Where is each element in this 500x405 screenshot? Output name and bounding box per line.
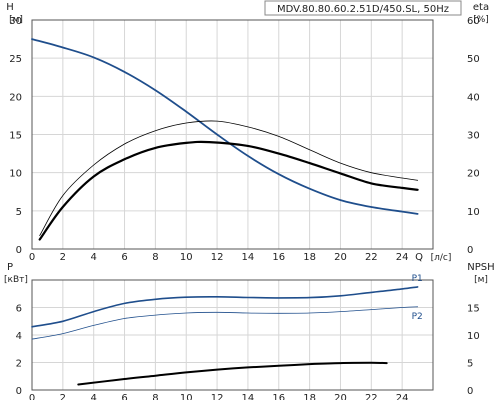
x-tick-label: 0 [29, 252, 35, 263]
y-right-axis-label: eta [473, 2, 489, 13]
chart-title: MDV.80.80.60.2.51D/450.SL, 50Hz [277, 4, 449, 15]
y-left-tick-label: 4 [16, 331, 22, 342]
x-tick-label: 12 [211, 252, 224, 263]
y-right-tick-label: 30 [467, 131, 480, 142]
x-tick-label: 22 [365, 393, 378, 400]
plot-frame [31, 279, 434, 391]
y-right-axis-unit: [%] [473, 15, 489, 25]
y-right-tick-label: 10 [467, 331, 480, 342]
series-line [38, 140, 419, 241]
x-tick-label: 10 [180, 252, 193, 263]
series-label: P2 [412, 312, 423, 322]
y-right-tick-label: 15 [467, 304, 480, 315]
y-left-axis-unit: [м] [9, 15, 23, 25]
y-left-tick-label: 30 [9, 16, 22, 27]
x-tick-label: 22 [365, 252, 378, 263]
x-tick-label: 8 [152, 252, 158, 263]
y-left-tick-label: 6 [16, 304, 22, 315]
x-tick-label: 4 [91, 252, 97, 263]
series-line [77, 361, 388, 386]
series-line [39, 120, 418, 236]
y-right-tick-label: 0 [467, 386, 473, 397]
x-tick-label: 2 [60, 252, 66, 263]
y-left-axis-label: H [6, 2, 14, 13]
y-right-tick-label: 20 [467, 169, 480, 180]
y-left-tick-label: 25 [9, 54, 22, 65]
x-tick-label: 8 [152, 393, 158, 400]
x-tick-label: 16 [272, 252, 285, 263]
x-tick-label: 6 [121, 393, 127, 400]
y-left-axis-label: P [7, 262, 13, 273]
y-right-axis-label: NPSH [467, 262, 494, 273]
x-axis-label: Q [415, 252, 423, 263]
series-label: P1 [412, 274, 423, 284]
y-left-tick-label: 15 [9, 131, 22, 142]
y-right-tick-label: 0 [467, 245, 473, 256]
y-right-tick-label: 50 [467, 54, 480, 65]
plot-frame [31, 19, 434, 250]
y-right-axis-unit: [м] [474, 275, 488, 285]
x-tick-label: 12 [211, 393, 224, 400]
y-left-axis-unit: [кВт] [4, 275, 28, 285]
y-right-tick-label: 40 [467, 92, 480, 103]
x-tick-label: 0 [29, 393, 35, 400]
x-tick-label: 18 [303, 252, 316, 263]
y-left-tick-label: 10 [9, 169, 22, 180]
x-tick-label: 24 [396, 393, 409, 400]
x-tick-label: 18 [303, 393, 316, 400]
x-tick-label: 20 [334, 252, 347, 263]
x-tick-label: 4 [91, 393, 97, 400]
x-tick-label: 10 [180, 393, 193, 400]
x-tick-label: 14 [242, 393, 255, 400]
x-tick-label: 24 [396, 252, 409, 263]
y-left-tick-label: 2 [16, 359, 22, 370]
y-left-tick-label: 0 [16, 386, 22, 397]
x-tick-label: 14 [242, 252, 255, 263]
x-tick-label: 2 [60, 393, 66, 400]
y-left-tick-label: 20 [9, 92, 22, 103]
series-line [31, 286, 419, 328]
chart-title-box [264, 0, 462, 16]
x-tick-label: 20 [334, 393, 347, 400]
x-axis-unit: [л/с] [431, 253, 452, 263]
y-right-tick-label: 5 [467, 359, 473, 370]
y-left-tick-label: 5 [16, 207, 22, 218]
y-right-tick-label: 60 [467, 16, 480, 27]
x-tick-label: 16 [272, 393, 285, 400]
y-right-tick-label: 10 [467, 207, 480, 218]
series-line [31, 38, 419, 215]
series-line [31, 306, 418, 340]
x-tick-label: 6 [121, 252, 127, 263]
y-left-tick-label: 0 [16, 245, 22, 256]
